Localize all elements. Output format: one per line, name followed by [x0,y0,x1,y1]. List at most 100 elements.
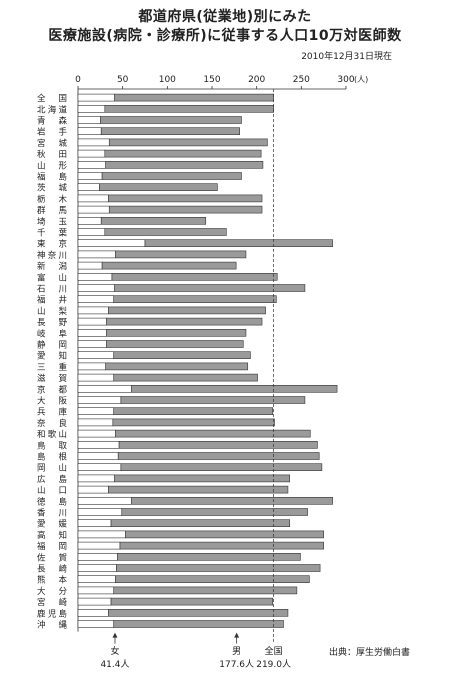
bar-female [77,608,109,617]
bar-female [77,519,112,528]
category-label: 石川 [37,285,67,295]
category-label: 山形 [37,160,67,171]
bar-male [100,127,240,135]
category-label: 長野 [37,318,67,328]
bar-female [77,228,106,236]
bar-male [115,250,247,259]
category-label: 三重 [37,362,67,373]
bar-female [77,272,113,281]
bar-male [99,183,218,191]
bar-male [121,508,308,516]
category-label: 秋田 [37,149,67,160]
bar-female [77,429,116,438]
bar-male [113,407,274,416]
category-label: 千葉 [37,228,67,239]
female-average-annotation: 女 41.4人 [95,644,135,670]
bar-female [77,250,116,259]
category-label: 埼玉 [37,216,67,227]
bar-male [108,485,289,494]
bar-male [105,161,264,169]
category-label: 東京 [37,239,67,250]
bar-male [110,519,291,528]
male-average-annotation: 男 177.6人 [217,644,257,670]
category-label: 広島 [37,474,67,485]
bar-female [77,116,101,124]
bar-male [101,172,242,180]
category-label: 岡山 [37,463,67,474]
x-tick-label: 100 [159,75,176,85]
bar-female [77,440,120,449]
bar-female [77,295,115,304]
category-label: 長崎 [37,564,67,575]
bar-female [77,194,109,203]
category-label: 静岡 [37,340,67,351]
bar-male [114,284,306,292]
category-label: 大阪 [37,396,67,407]
bar-male [104,149,262,158]
bar-female [77,620,115,628]
category-label: 全国 [37,93,67,104]
bar-female [77,138,110,147]
x-tick-label: 250 [293,75,310,85]
x-tick-label: 0 [75,75,81,85]
female-average-value: 41.4人 [100,659,130,670]
bar-female [77,284,115,292]
category-label: 岐阜 [37,328,67,339]
category-label: 愛媛 [37,519,67,530]
category-label: 島根 [37,452,67,463]
bar-male [120,396,306,404]
category-label: 香川 [37,508,67,519]
bar-male [131,496,333,505]
bar-female [77,93,115,102]
category-label: 沖縄 [37,620,67,631]
bar-male [105,362,249,371]
bar-female [77,239,146,247]
bar-female [77,340,107,348]
bar-male [108,306,266,315]
source-note: 出典：厚生労働白書 [328,648,410,658]
bar-male [106,328,247,337]
category-label: 山梨 [37,306,67,317]
bar-male [120,463,323,472]
male-average-arrow-head [234,632,240,638]
bar-female [77,362,106,371]
bar-female [77,496,132,505]
category-label: 鳥取 [37,440,67,451]
bar-female [77,205,110,214]
category-label: 徳島 [37,496,67,507]
category-label: 群馬 [37,205,67,216]
bar-male [115,429,311,438]
bar-male [118,440,318,449]
bar-female [77,407,115,416]
category-label: 滋賀 [37,373,67,384]
category-label: 佐賀 [37,552,67,563]
bar-male [101,261,237,270]
category-label: 高知 [37,530,67,541]
bar-female [77,384,132,393]
bar-male [100,217,207,225]
category-label: 青森 [37,116,67,127]
category-label: 大分 [37,586,67,597]
bar-female [77,105,106,113]
bar-male [113,586,298,595]
bar-female [77,485,109,494]
bar-male [144,239,333,247]
bar-male [110,597,274,606]
category-label: 富山 [37,272,67,283]
category-label: 鹿児島 [37,608,67,619]
category-label: 愛知 [37,351,67,362]
national-average-annotation: 全国 219.0人 [254,644,294,670]
x-axis-unit: (人) [354,75,368,84]
bar-male [104,228,227,236]
bar-male [114,474,291,483]
bar-male [106,317,263,326]
bar-female [77,586,115,595]
bar-male [113,295,277,304]
as-of-date: 2010年12月31日現在 [301,52,392,62]
bar-male [104,105,274,113]
male-average-label: 男 [232,646,242,657]
category-label: 和歌山 [37,429,67,440]
bar-female [77,217,102,225]
male-average-value: 177.6人 [219,659,255,670]
bar-male [108,608,289,617]
